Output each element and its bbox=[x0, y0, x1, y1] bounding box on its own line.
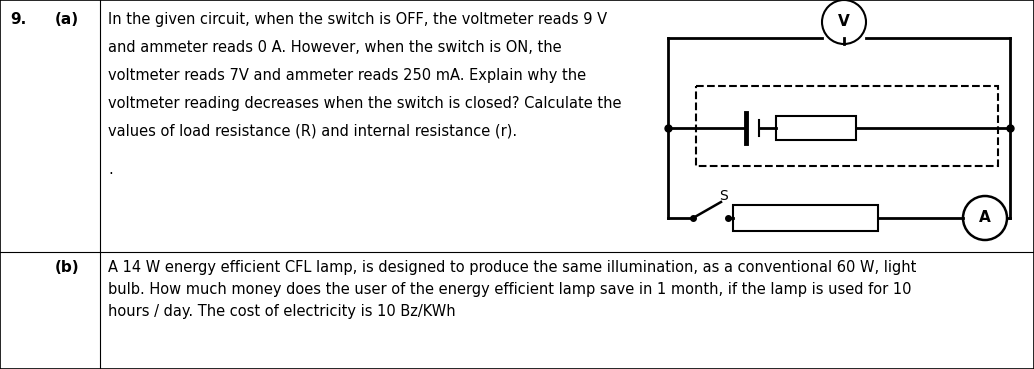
Text: In the given circuit, when the switch is OFF, the voltmeter reads 9 V: In the given circuit, when the switch is… bbox=[108, 12, 607, 27]
Text: hours / day. The cost of electricity is 10 Bz/KWh: hours / day. The cost of electricity is … bbox=[108, 304, 456, 319]
Bar bbox=[776, 116, 856, 140]
Text: V: V bbox=[839, 14, 850, 30]
Text: 9.: 9. bbox=[10, 12, 26, 27]
Text: (b): (b) bbox=[55, 260, 80, 275]
Text: and ammeter reads 0 A. However, when the switch is ON, the: and ammeter reads 0 A. However, when the… bbox=[108, 40, 561, 55]
Text: A: A bbox=[979, 210, 991, 225]
Text: .: . bbox=[108, 162, 113, 177]
Text: S: S bbox=[719, 189, 727, 203]
Text: A 14 W energy efficient CFL lamp, is designed to produce the same illumination, : A 14 W energy efficient CFL lamp, is des… bbox=[108, 260, 916, 275]
Bar bbox=[733, 205, 878, 231]
Text: (a): (a) bbox=[55, 12, 80, 27]
Text: voltmeter reading decreases when the switch is closed? Calculate the: voltmeter reading decreases when the swi… bbox=[108, 96, 621, 111]
Text: values of load resistance (R) and internal resistance (r).: values of load resistance (R) and intern… bbox=[108, 124, 517, 139]
Text: voltmeter reads 7V and ammeter reads 250 mA. Explain why the: voltmeter reads 7V and ammeter reads 250… bbox=[108, 68, 586, 83]
Text: bulb. How much money does the user of the energy efficient lamp save in 1 month,: bulb. How much money does the user of th… bbox=[108, 282, 912, 297]
